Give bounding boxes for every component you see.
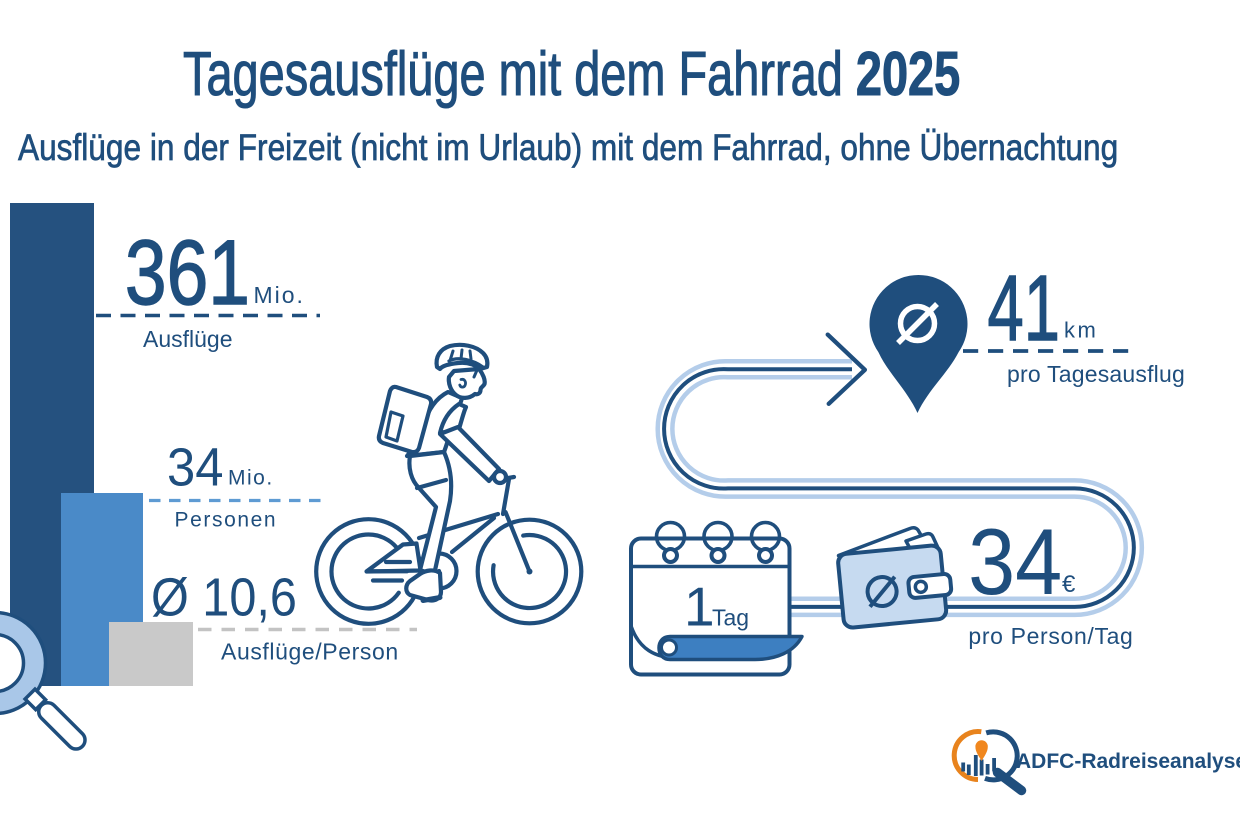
svg-text:Ausflüge/Person: Ausflüge/Person [221,638,399,664]
svg-text:Personen: Personen [175,509,278,532]
svg-text:pro Tagesausflug: pro Tagesausflug [1007,361,1185,387]
svg-text:Ausflüge: Ausflüge [143,326,233,352]
svg-text:€: € [1062,571,1076,598]
svg-text:ADFC-Radreiseanalyse: ADFC-Radreiseanalyse [1016,750,1240,773]
svg-text:Mio.: Mio. [228,467,274,490]
svg-text:34: 34 [968,509,1062,614]
svg-text:Mio.: Mio. [254,282,305,308]
svg-text:Tagesausflüge mit dem Fahrrad: Tagesausflüge mit dem Fahrrad 2025 [183,39,960,109]
svg-text:34: 34 [167,438,223,498]
svg-text:pro Person/Tag: pro Person/Tag [968,623,1133,649]
svg-text:Ø 10,6: Ø 10,6 [151,566,297,627]
svg-text:km: km [1064,318,1098,343]
svg-text:1: 1 [684,576,715,638]
svg-text:361: 361 [125,221,250,324]
svg-text:41: 41 [988,257,1060,361]
svg-text:Ausflüge in der Freizeit (nich: Ausflüge in der Freizeit (nicht im Urlau… [18,128,1118,169]
svg-text:Tag: Tag [712,605,749,631]
